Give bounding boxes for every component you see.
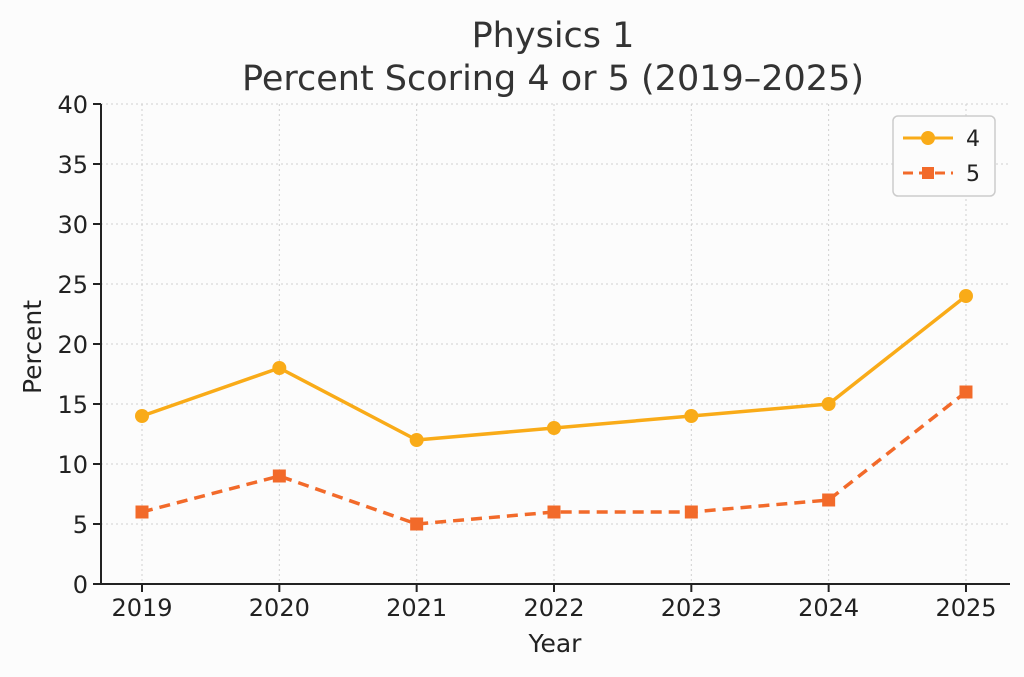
x-tick-label: 2025 — [935, 594, 996, 622]
legend-label-4: 4 — [966, 127, 980, 152]
data-point-5-2020 — [272, 469, 286, 483]
data-point-4-2019 — [135, 409, 149, 423]
tick-layer: 2019 2020 2021 2022 2023 2024 2025051015202530… — [57, 91, 996, 622]
data-point-4-2023 — [684, 409, 699, 423]
y-tick-label: 40 — [57, 91, 88, 119]
legend-label-5: 5 — [966, 162, 980, 187]
y-tick-label: 0 — [73, 571, 88, 599]
data-point-4-2020 — [272, 361, 287, 375]
data-point-4-2024 — [821, 397, 836, 411]
y-tick-label: 20 — [57, 331, 88, 359]
y-tick-label: 35 — [57, 151, 88, 179]
legend-marker-4 — [921, 131, 935, 145]
x-tick-label: 2022 — [523, 594, 584, 622]
x-tick-label: 2019 — [111, 594, 172, 622]
legend-frame — [892, 115, 996, 197]
y-tick-label: 30 — [57, 211, 88, 239]
data-point-5-2022 — [547, 505, 561, 519]
x-tick-label: 2023 — [661, 594, 722, 622]
y-tick-label: 15 — [57, 391, 88, 419]
x-tick-label: 2020 — [249, 594, 310, 622]
series-layer — [135, 289, 973, 531]
grid-layer — [101, 103, 1010, 585]
y-tick-label: 10 — [57, 451, 88, 479]
data-point-5-2019 — [135, 505, 149, 519]
legend-marker-5 — [922, 167, 934, 179]
legend: 4 5 — [892, 115, 996, 197]
x-tick-label: 2024 — [798, 594, 859, 622]
data-point-4-2021 — [409, 433, 424, 447]
data-point-5-2023 — [684, 505, 698, 519]
chart-title-line-1: Physics 1 — [472, 16, 635, 56]
data-point-4-2025 — [958, 289, 973, 303]
data-point-4-2022 — [546, 421, 561, 435]
y-axis-label: Percent — [18, 300, 47, 394]
chart-title-line-2: Percent Scoring 4 or 5 (2019–2025) — [242, 59, 864, 99]
series-line-4 — [141, 294, 968, 442]
data-point-5-2021 — [410, 517, 424, 531]
x-axis-label: Year — [528, 629, 583, 658]
x-tick-label: 2021 — [386, 594, 447, 622]
data-point-5-2024 — [822, 493, 836, 507]
y-tick-label: 25 — [57, 271, 88, 299]
data-point-5-2025 — [959, 385, 973, 399]
y-tick-label: 5 — [73, 511, 88, 539]
